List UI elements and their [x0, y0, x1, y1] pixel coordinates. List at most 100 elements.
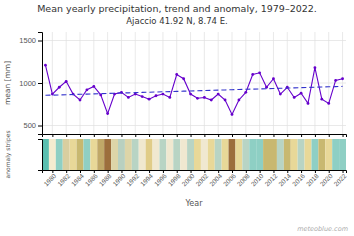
y-axis-label: mean [mm] [3, 61, 12, 105]
bar [166, 139, 173, 170]
tick-mark [108, 134, 109, 137]
tick-mark [177, 134, 178, 137]
bar [153, 139, 160, 170]
bar [256, 139, 263, 170]
bar [42, 139, 49, 170]
bar [173, 139, 180, 170]
grid-line [259, 32, 260, 134]
bar [63, 139, 70, 170]
tick [343, 134, 344, 137]
bar [222, 139, 229, 170]
grid-line [52, 32, 53, 134]
point [307, 102, 310, 105]
tick [177, 134, 178, 137]
bar [139, 139, 146, 170]
point [51, 93, 54, 96]
bar [339, 139, 346, 170]
tick-label: 2004 [208, 172, 223, 187]
grid-line [42, 125, 346, 126]
axis: 50010001500 [19, 33, 42, 135]
tick [315, 134, 316, 137]
plot-area [42, 139, 346, 170]
point [189, 93, 192, 96]
tick-mark [315, 134, 316, 137]
bar [298, 139, 305, 170]
point [217, 93, 220, 96]
point [155, 94, 158, 97]
tick: 1986 [84, 170, 99, 187]
tick-mark [66, 134, 67, 137]
point [320, 98, 323, 101]
tick-mark [38, 83, 42, 84]
grid-line [328, 32, 329, 134]
tick [301, 134, 302, 137]
bar [90, 139, 97, 170]
tick-mark [94, 134, 95, 137]
tick [108, 134, 109, 137]
tick-mark [191, 134, 192, 137]
tick-label: 1990 [111, 172, 126, 187]
tick [232, 134, 233, 137]
point [293, 96, 296, 99]
tick-mark [38, 41, 42, 42]
chart: Mean yearly precipitation, trend and ano… [0, 0, 354, 236]
bar [97, 139, 104, 170]
point [272, 77, 275, 80]
tick: 2020 [319, 170, 334, 187]
tick: 2014 [277, 170, 292, 187]
tick-mark [121, 134, 122, 137]
grid-line [93, 32, 94, 134]
point [314, 66, 317, 69]
bar [263, 139, 270, 170]
tick-label: 2006 [222, 172, 237, 187]
point [300, 92, 303, 95]
tick [273, 134, 274, 137]
tick: 2000 [180, 170, 195, 187]
bar [332, 139, 339, 170]
plot-area [44, 64, 344, 116]
bar [291, 139, 298, 170]
grid-line [273, 32, 274, 134]
bar [187, 139, 194, 170]
tick-label: 2000 [180, 172, 195, 187]
tick: 1000 [19, 79, 42, 88]
tick: 1994 [139, 170, 154, 187]
bar [305, 139, 312, 170]
tick: 2004 [208, 170, 223, 187]
tick-mark [301, 134, 302, 137]
grid-line [314, 32, 315, 134]
tick [121, 134, 122, 137]
point [162, 93, 165, 96]
bar [132, 139, 139, 170]
tick-mark [260, 134, 261, 137]
tick [246, 134, 247, 137]
tick: 1992 [125, 170, 140, 187]
tick-label: 1992 [125, 172, 140, 187]
bar [235, 139, 242, 170]
tick-label: 2012 [263, 172, 278, 187]
point [92, 85, 95, 88]
tick [80, 134, 81, 137]
tick [204, 134, 205, 137]
tick-mark [232, 134, 233, 137]
bar [284, 139, 291, 170]
bar [146, 139, 153, 170]
point [224, 99, 227, 102]
tick: 2008 [236, 170, 251, 187]
y-axis-label: anomaly stripes [4, 130, 12, 178]
tick-mark [329, 134, 330, 137]
grid-line [204, 32, 205, 134]
tick: 500 [23, 121, 42, 130]
tick-label: 1980 [42, 172, 57, 187]
point [58, 86, 61, 89]
point [238, 99, 241, 102]
tick: 2010 [249, 170, 264, 187]
tick [218, 134, 219, 137]
bar [311, 139, 318, 170]
tick-mark [246, 134, 247, 137]
grid-line [121, 32, 122, 134]
tick [52, 134, 53, 137]
subtitle: Ajaccio 41.92 N, 8.74 E. [126, 16, 228, 26]
tick-mark [218, 134, 219, 137]
tick [260, 134, 261, 137]
